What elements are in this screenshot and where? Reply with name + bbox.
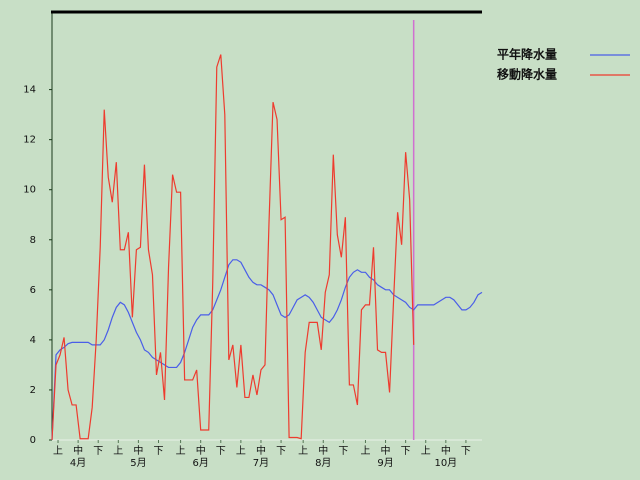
x-tick-label: 下 xyxy=(461,446,471,457)
month-label: 5月 xyxy=(130,457,146,469)
x-tick-label: 中 xyxy=(441,444,451,457)
x-tick-label: 上 xyxy=(236,445,246,457)
y-tick-label: 12 xyxy=(23,135,36,146)
y-tick-label: 2 xyxy=(30,385,36,396)
y-tick-label: 0 xyxy=(30,435,36,446)
month-label: 7月 xyxy=(253,457,269,469)
month-label: 4月 xyxy=(70,457,86,469)
x-tick-label: 上 xyxy=(421,445,431,457)
x-tick-label: 中 xyxy=(256,444,266,457)
x-tick-label: 下 xyxy=(276,446,286,457)
x-tick-label: 中 xyxy=(73,444,83,457)
x-tick-label: 下 xyxy=(216,446,226,457)
legend-label: 平年降水量 xyxy=(497,47,557,62)
x-tick-label: 中 xyxy=(196,444,206,457)
x-tick-label: 上 xyxy=(53,445,63,457)
month-label: 8月 xyxy=(315,457,331,469)
x-tick-label: 下 xyxy=(153,446,163,457)
x-tick-label: 上 xyxy=(360,445,370,457)
x-tick-label: 中 xyxy=(318,444,328,457)
x-tick-label: 上 xyxy=(298,445,308,457)
month-label: 9月 xyxy=(377,457,393,469)
x-tick-label: 上 xyxy=(176,445,186,457)
legend-label: 移動降水量 xyxy=(497,67,557,82)
y-tick-label: 14 xyxy=(23,85,36,96)
x-tick-label: 中 xyxy=(381,444,391,457)
y-tick-label: 10 xyxy=(23,185,36,196)
x-tick-label: 下 xyxy=(93,446,103,457)
month-label: 6月 xyxy=(193,457,209,469)
y-tick-label: 8 xyxy=(30,235,36,246)
y-tick-label: 6 xyxy=(30,285,36,296)
y-tick-label: 4 xyxy=(30,335,36,346)
month-label: 10月 xyxy=(434,457,457,469)
x-tick-label: 下 xyxy=(338,446,348,457)
series-line xyxy=(51,54,415,441)
x-tick-label: 上 xyxy=(113,445,123,457)
x-tick-label: 下 xyxy=(401,446,411,457)
x-tick-label: 中 xyxy=(133,444,143,457)
